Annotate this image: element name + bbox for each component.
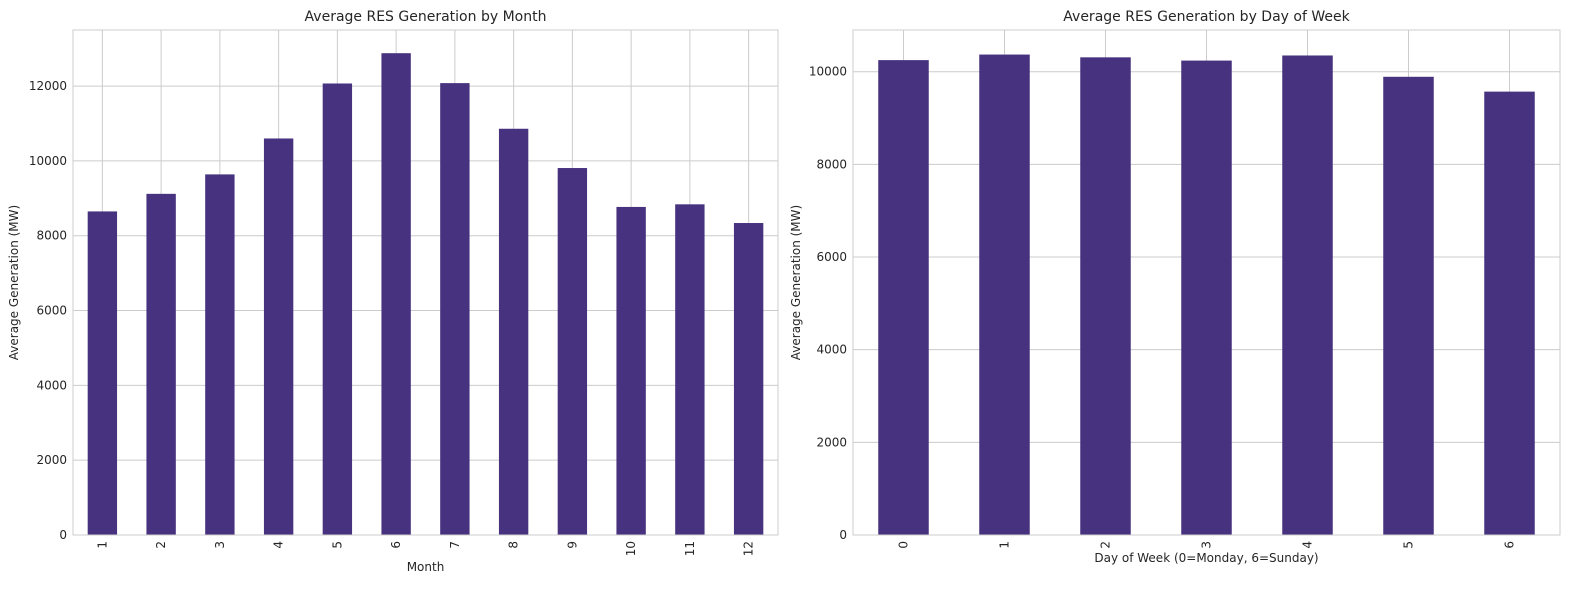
y-tick-label: 4000 (36, 378, 67, 392)
y-tick-label: 2000 (36, 453, 67, 467)
y-tick-label: 12000 (29, 79, 67, 93)
x-tick-label: 4 (1301, 541, 1315, 549)
bar-11 (675, 204, 705, 535)
y-tick-label: 10000 (809, 65, 847, 79)
x-tick-label: 7 (448, 541, 462, 549)
bar-8 (498, 128, 529, 535)
bar-4 (263, 138, 294, 535)
x-axis-label: Day of Week (0=Monday, 6=Sunday) (1094, 551, 1318, 565)
x-tick-label: 9 (565, 541, 579, 549)
bar-3 (205, 174, 235, 536)
x-tick-label: 8 (507, 541, 521, 549)
y-axis-label: Average Generation (MW) (7, 205, 21, 360)
plot-frame (72, 29, 779, 536)
y-tick-label: 10000 (29, 154, 67, 168)
chart-title: Average RES Generation by Month (305, 9, 547, 25)
x-tick-label: 12 (742, 541, 756, 556)
bar-1 (87, 211, 118, 536)
y-tick-label: 2000 (816, 435, 847, 449)
x-tick-label: 6 (389, 541, 403, 549)
y-tick-label: 0 (839, 528, 847, 542)
bar-1 (979, 54, 1030, 535)
bar-10 (616, 206, 646, 535)
bar-0 (878, 60, 929, 535)
y-tick-label: 0 (59, 528, 67, 542)
y-axis-label: Average Generation (MW) (789, 205, 803, 360)
y-tick-label: 8000 (36, 229, 67, 243)
x-tick-label: 5 (1402, 541, 1416, 549)
x-tick-label: 1 (95, 541, 109, 549)
chart-weekday: 0 2000 4000 6000 8000 10000 0 1 2 3 4 5 6 Average RES… (789, 9, 1561, 565)
bar-3 (1181, 60, 1232, 536)
y-tick-label: 6000 (36, 304, 67, 318)
x-tick-label: 0 (897, 541, 911, 549)
chart-title: Average RES Generation by Day of Week (1063, 9, 1350, 25)
x-tick-label: 1 (998, 541, 1012, 549)
x-tick-label: 10 (624, 541, 638, 556)
bar-4 (1282, 55, 1333, 535)
x-tick-label: 2 (154, 541, 168, 549)
x-axis-label: Month (407, 560, 445, 574)
bar-5 (322, 83, 353, 536)
x-tick-label: 3 (213, 541, 227, 549)
bar-6 (1484, 91, 1535, 535)
bar-7 (440, 83, 470, 535)
bar-12 (733, 223, 764, 535)
bar-9 (557, 168, 588, 536)
x-tick-label: 4 (272, 541, 286, 549)
x-tick-label: 11 (683, 541, 697, 556)
bar-5 (1383, 76, 1434, 535)
x-tick-label: 5 (330, 541, 344, 549)
x-tick-label: 3 (1200, 541, 1214, 549)
bar-2 (1080, 57, 1131, 535)
bar-6 (381, 53, 411, 535)
plot-frame (852, 29, 1561, 536)
x-tick-label: 2 (1099, 541, 1113, 549)
bar-2 (146, 193, 176, 535)
y-tick-label: 4000 (816, 343, 847, 357)
y-tick-label: 8000 (816, 157, 847, 171)
x-tick-label: 6 (1503, 541, 1517, 549)
y-tick-label: 6000 (816, 250, 847, 264)
